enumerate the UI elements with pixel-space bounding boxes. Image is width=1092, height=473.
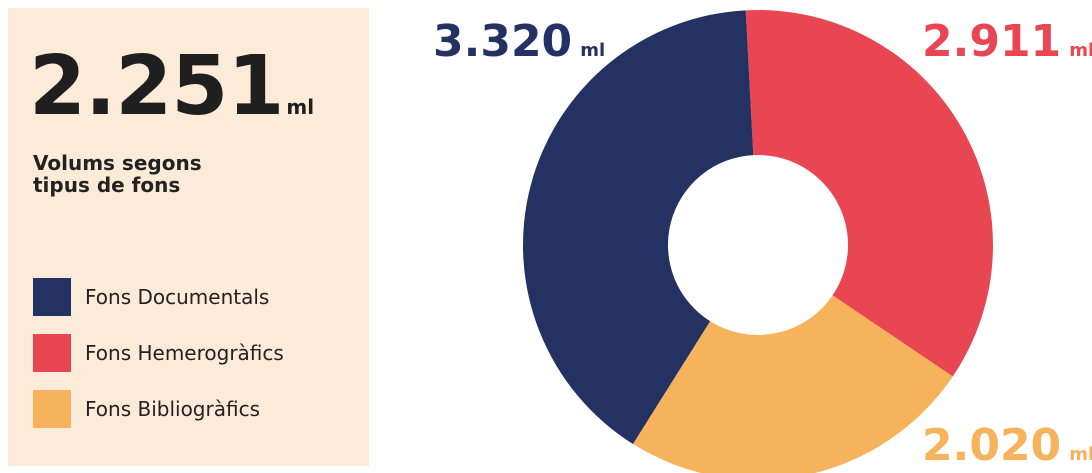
subtitle-line-1: Volums segons xyxy=(33,151,202,175)
total-volume: 2.251 ml xyxy=(29,46,314,128)
legend-swatch-documentals xyxy=(33,278,71,316)
value-bibliografics: 2.020 xyxy=(922,420,1062,471)
legend-item-documentals: Fons Documentals xyxy=(33,278,284,316)
legend: Fons Documentals Fons Hemerogràfics Fons… xyxy=(33,278,284,446)
value-hemerografics: 2.911 xyxy=(922,16,1062,67)
subtitle-line-2: tipus de fons xyxy=(33,173,181,198)
legend-label-hemerografics: Fons Hemerogràfics xyxy=(85,341,284,365)
total-unit: ml xyxy=(286,95,315,119)
summary-panel xyxy=(8,8,369,466)
value-documentals: 3.320 xyxy=(433,16,573,67)
donut-slice-bibliografics xyxy=(632,295,953,473)
unit-hemerografics: ml xyxy=(1069,40,1092,61)
legend-label-documentals: Fons Documentals xyxy=(85,285,270,309)
value-label-documentals: 3.320 ml xyxy=(433,20,605,64)
chart-subtitle: Volums segons tipus de fons xyxy=(33,152,283,197)
legend-item-hemerografics: Fons Hemerogràfics xyxy=(33,334,284,372)
donut-slice-documentals xyxy=(523,10,754,444)
total-value: 2.251 xyxy=(29,39,284,134)
legend-swatch-bibliografics xyxy=(33,390,71,428)
donut-slice-hemerografics xyxy=(745,9,994,377)
unit-bibliografics: ml xyxy=(1069,444,1092,465)
value-label-hemerografics: 2.911 ml xyxy=(922,20,1092,64)
value-label-bibliografics: 2.020 ml xyxy=(922,424,1092,468)
legend-swatch-hemerografics xyxy=(33,334,71,372)
legend-label-bibliografics: Fons Bibliogràfics xyxy=(85,397,260,421)
unit-documentals: ml xyxy=(580,40,606,61)
legend-item-bibliografics: Fons Bibliogràfics xyxy=(33,390,284,428)
